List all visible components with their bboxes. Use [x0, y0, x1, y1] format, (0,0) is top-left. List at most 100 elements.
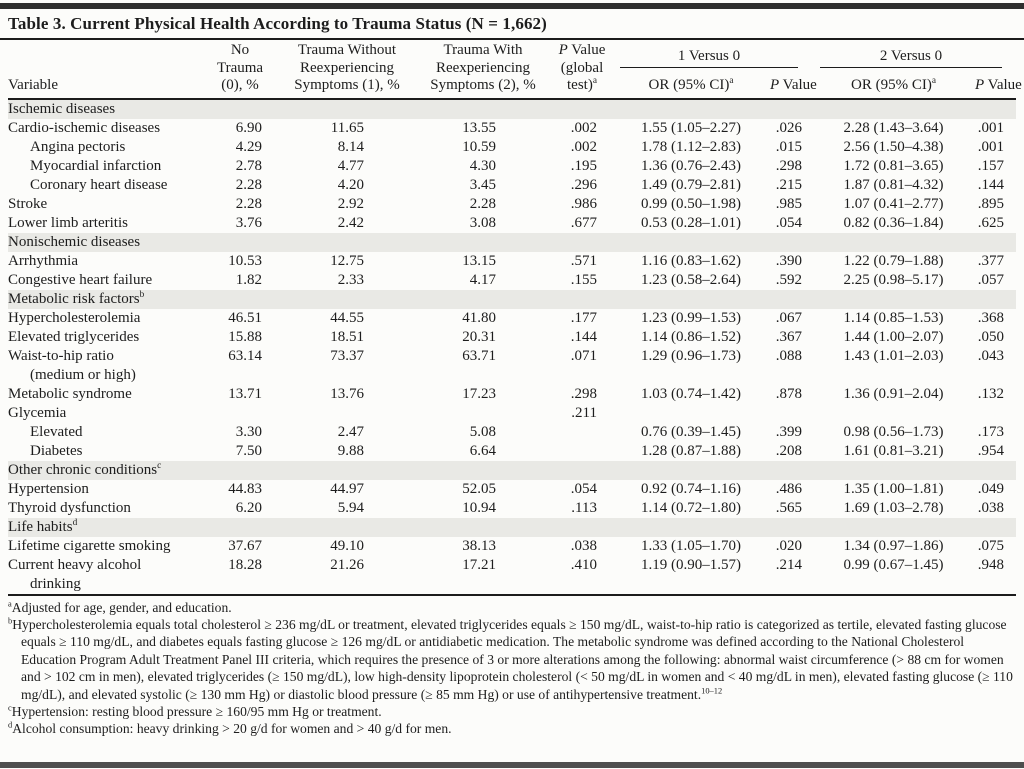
value-cell: .592 [775, 271, 803, 288]
value-cell: 44.97 [330, 480, 364, 497]
value-cell: 63.71 [462, 347, 496, 364]
variable-cell: Arrhythmia [8, 252, 78, 269]
value-cell: 6.90 [235, 119, 262, 136]
variable-cell: Congestive heart failure [8, 271, 153, 288]
value-cell: 0.99 (0.67–1.45) [843, 556, 944, 573]
group-1-label: 1 Versus 0 [620, 48, 799, 68]
table-header: Variable No Trauma (0), % Trauma Without… [8, 42, 1022, 99]
value-cell: 6.20 [235, 499, 262, 516]
value-cell: .298 [775, 157, 803, 174]
value-cell: .948 [977, 556, 1005, 573]
value-cell: .054 [775, 214, 803, 231]
value-cell [612, 404, 770, 423]
value-cell: 10.53 [228, 252, 262, 269]
value-cell: 1.14 (0.85–1.53) [843, 309, 944, 326]
top-rule [0, 3, 1024, 9]
data-table: Variable No Trauma (0), % Trauma Without… [8, 42, 1022, 596]
table-row: Myocardial infarction 2.78 4.77 4.30 .195 1.3… [8, 157, 1016, 176]
variable-cell: Diabetes [30, 442, 83, 459]
value-cell [414, 404, 552, 423]
value-cell: .057 [977, 271, 1005, 288]
value-cell [552, 423, 612, 442]
value-cell: 4.17 [469, 271, 496, 288]
header-no-trauma: No Trauma (0), % [216, 42, 264, 93]
variable-cell: Lower limb arteritis [8, 214, 128, 231]
value-cell: 1.07 (0.41–2.77) [843, 195, 944, 212]
footnote-marker-a: a [931, 76, 936, 86]
group-2-label: 2 Versus 0 [820, 48, 1003, 68]
value-cell: 2.92 [337, 195, 364, 212]
value-cell: 44.55 [330, 309, 364, 326]
table-row: Hypertension 44.83 44.97 52.05 .054 0.92 (0.7… [8, 480, 1016, 499]
value-cell: .043 [977, 347, 1005, 364]
or-ci-text: OR (95% CI) [851, 77, 932, 93]
value-cell: .377 [977, 252, 1005, 269]
value-cell: 15.88 [228, 328, 262, 345]
value-cell: 1.36 (0.91–2.04) [843, 385, 944, 402]
value-cell: 1.87 (0.81–4.32) [843, 176, 944, 193]
p-text: Value [779, 77, 817, 93]
table-row: Arrhythmia 10.53 12.75 13.15 .571 1.16 (0.83–… [8, 252, 1016, 271]
footnote-marker-b: b [8, 615, 13, 626]
value-cell: .155 [570, 271, 597, 288]
value-cell: 13.15 [462, 252, 496, 269]
value-cell: 1.43 (1.01–2.03) [843, 347, 944, 364]
header-p-global: P Value (global test)a [552, 42, 612, 99]
value-cell: 2.47 [337, 423, 364, 440]
value-cell: 46.51 [228, 309, 262, 326]
value-cell: 52.05 [462, 480, 496, 497]
value-cell: 41.80 [462, 309, 496, 326]
p-global-italic: P [558, 42, 568, 58]
table-row: Glycemia .211 [8, 404, 1016, 423]
footnote-marker-c: c [8, 702, 12, 713]
value-cell: 6.64 [469, 442, 496, 459]
value-cell: 2.25 (0.98–5.17) [843, 271, 944, 288]
value-cell: 17.23 [462, 385, 496, 402]
variable-cell: Elevated [30, 423, 83, 440]
section-row: Life habitsd [8, 517, 1017, 537]
value-cell: .002 [570, 138, 597, 155]
value-cell: 1.34 (0.97–1.86) [843, 537, 944, 554]
value-cell: .298 [570, 385, 597, 402]
p-italic: P [975, 77, 985, 93]
value-cell: .986 [570, 195, 597, 212]
value-cell: 2.28 [235, 195, 262, 212]
value-cell: 18.28 [228, 556, 262, 573]
value-cell: .954 [977, 442, 1005, 459]
header-trauma-without: Trauma Without Reexperiencing Symptoms (… [294, 42, 400, 93]
value-cell: .208 [775, 442, 803, 459]
value-cell: .050 [977, 328, 1005, 345]
table-row: Current heavy alcohol drinking 18.28 21.26… [8, 556, 1016, 595]
value-cell: 1.78 (1.12–2.83) [641, 138, 741, 155]
value-cell: 13.55 [462, 119, 496, 136]
table-row: Angina pectoris 4.29 8.14 10.59 .002 1.78 (1.… [8, 138, 1016, 157]
table-row: Stroke 2.28 2.92 2.28 .986 0.99 (0.50–1.98) .9… [8, 195, 1016, 214]
table-row: Hypercholesterolemia 46.51 44.55 41.80 .177 1… [8, 309, 1016, 328]
p-text: Value [984, 77, 1022, 93]
table-row: Elevated triglycerides 15.88 18.51 20.31 .14… [8, 328, 1016, 347]
value-cell: 37.67 [228, 537, 262, 554]
value-cell: .038 [570, 537, 597, 554]
or-ci-text: OR (95% CI) [648, 77, 730, 93]
value-cell: 1.82 [235, 271, 262, 288]
value-cell: 63.14 [228, 347, 262, 364]
header-or-ci-1: OR (95% CI)a [612, 68, 770, 99]
variable-cell: Thyroid dysfunction [8, 499, 131, 516]
value-cell: 1.03 (0.74–1.42) [641, 385, 741, 402]
value-cell: .132 [977, 385, 1005, 402]
value-cell: 1.16 (0.83–1.62) [641, 252, 741, 269]
value-cell: 1.44 (1.00–2.07) [843, 328, 944, 345]
footnote-a: aAdjusted for age, gender, and education… [8, 597, 232, 615]
variable-cell: Hypertension [8, 480, 89, 497]
value-cell: .399 [775, 423, 803, 440]
value-cell: .001 [977, 138, 1005, 155]
value-cell [552, 442, 612, 461]
header-p-value-1: P Value [770, 68, 817, 99]
value-cell [975, 404, 1016, 423]
value-cell: .088 [775, 347, 803, 364]
table-row: Waist-to-hip ratio (medium or high) 63.14… [8, 347, 1016, 385]
variable-cell: Glycemia [8, 404, 67, 421]
table-row: Diabetes 7.50 9.88 6.64 1.28 (0.87–1.88) .208… [8, 442, 1016, 461]
value-cell: 2.42 [337, 214, 364, 231]
